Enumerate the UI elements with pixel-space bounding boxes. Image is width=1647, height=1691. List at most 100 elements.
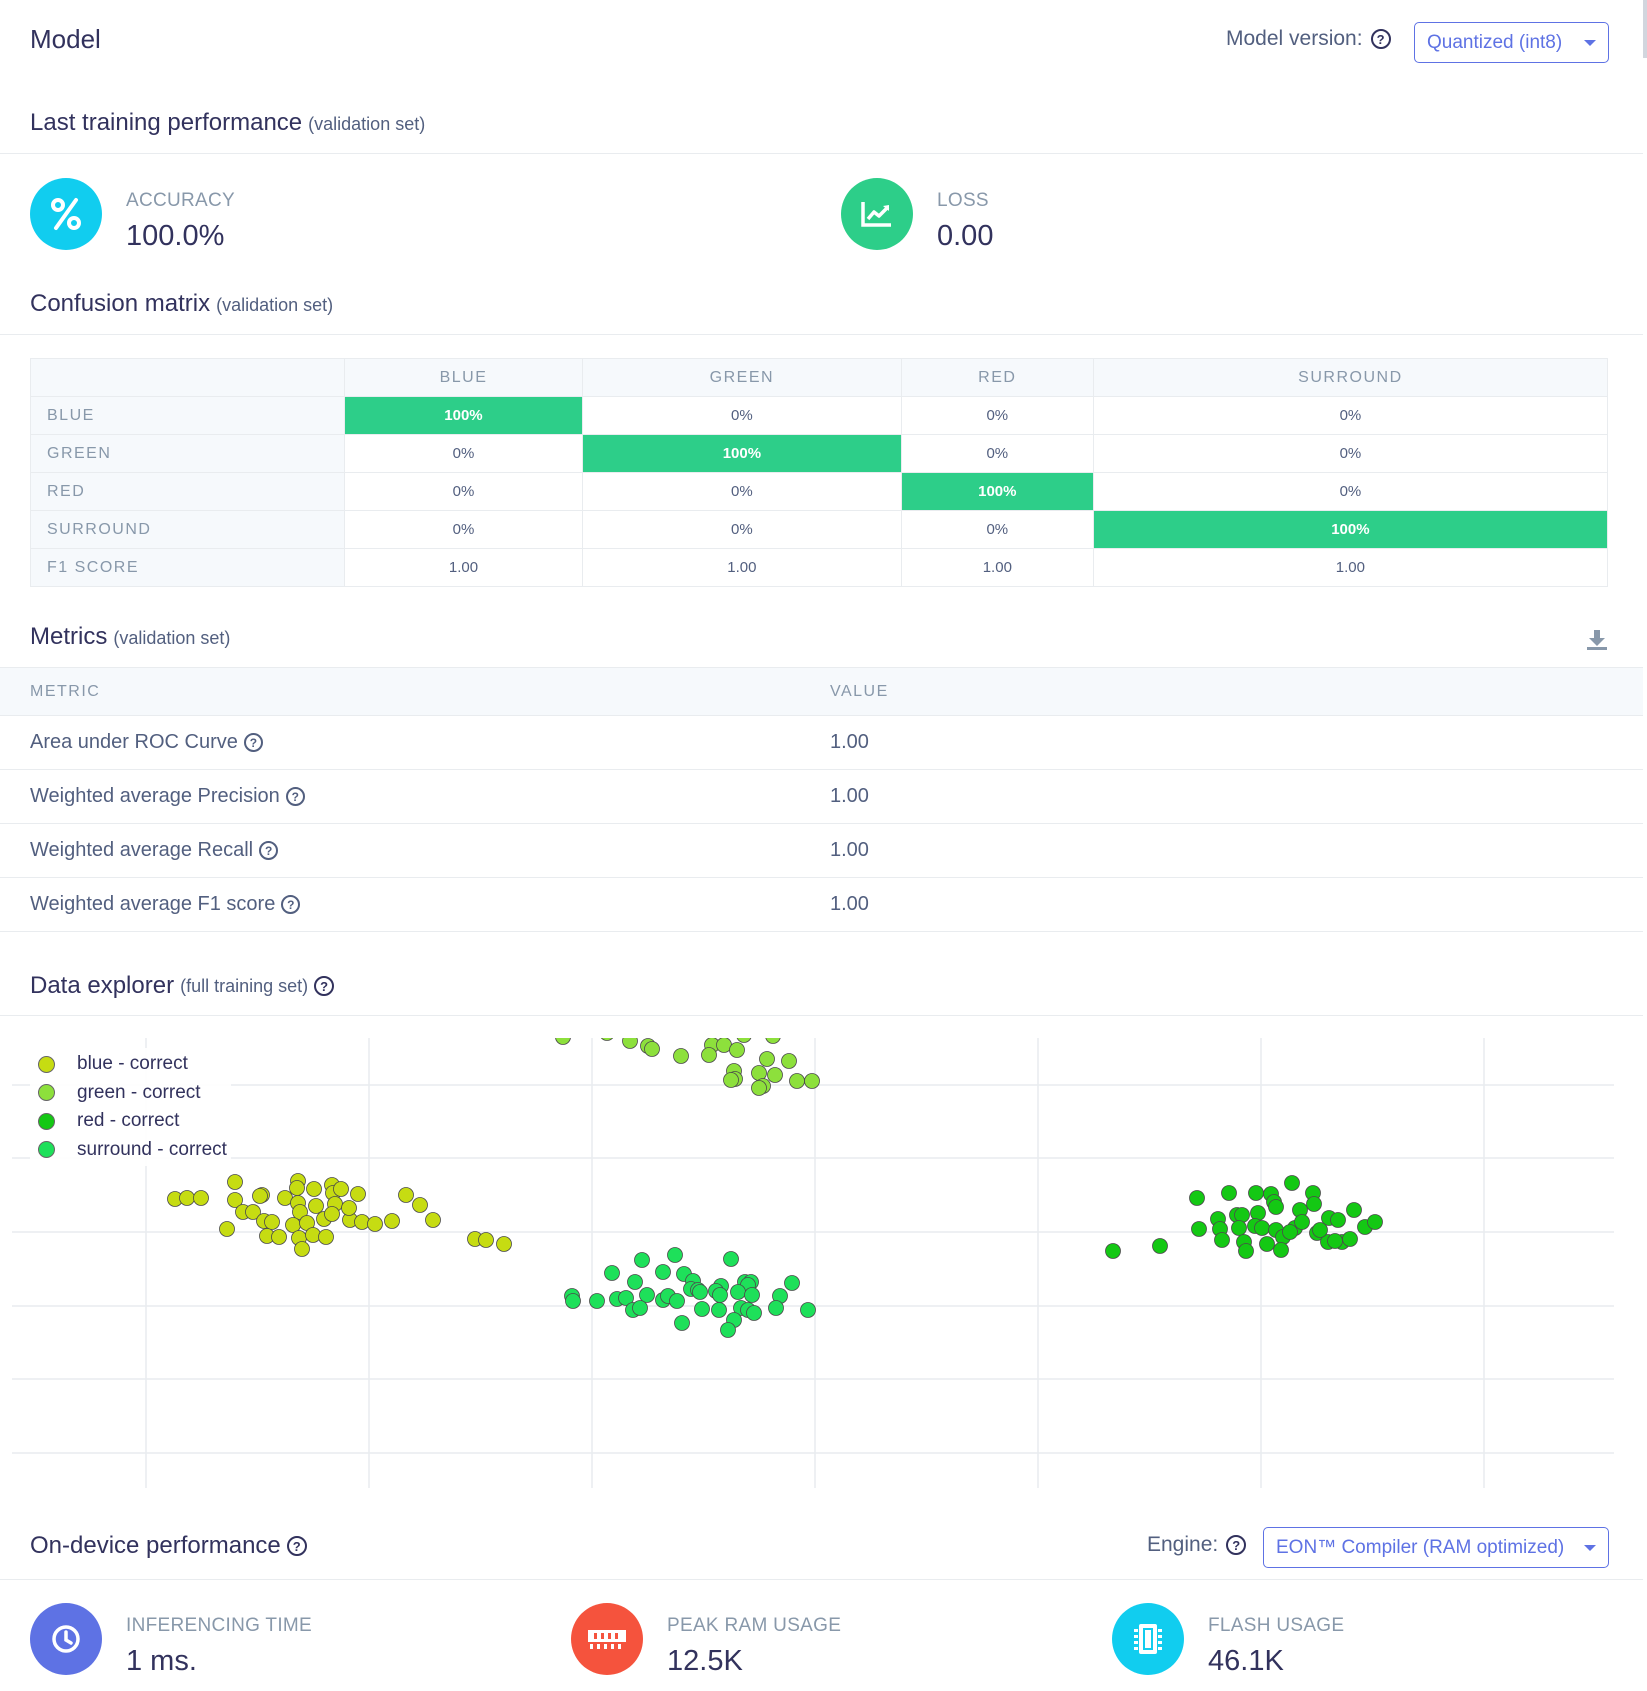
scatter-point[interactable] [759,1051,775,1067]
scatter-point[interactable] [1330,1212,1346,1228]
scatter-point[interactable] [746,1305,762,1321]
scatter-point[interactable] [306,1181,322,1197]
scatter-point[interactable] [667,1247,683,1263]
model-version-select[interactable]: Quantized (int8) [1414,22,1609,63]
scatter-point[interactable] [673,1048,689,1064]
scatter-point[interactable] [308,1198,324,1214]
help-icon[interactable]: ? [243,733,263,752]
scatter-point[interactable] [1342,1231,1358,1247]
scatter-point[interactable] [720,1322,736,1338]
scatter-point[interactable] [1152,1238,1168,1254]
scatter-point[interactable] [425,1212,441,1228]
scatter-point[interactable] [496,1236,512,1252]
scatter-point[interactable] [712,1287,728,1303]
scatter-point[interactable] [1259,1236,1275,1252]
scatter-point[interactable] [1105,1243,1121,1259]
scatter-point[interactable] [804,1073,820,1089]
scatter-point[interactable] [784,1275,800,1291]
scatter-point[interactable] [711,1302,727,1318]
scatter-point[interactable] [412,1197,428,1213]
scatter-point[interactable] [333,1181,349,1197]
scatter-point[interactable] [723,1072,739,1088]
scatter-point[interactable] [600,1038,615,1041]
scatter-point[interactable] [193,1190,209,1206]
legend-item[interactable]: green - correct [34,1079,227,1108]
scatter-point[interactable] [701,1047,717,1063]
help-icon[interactable]: ? [281,895,301,914]
scatter-point[interactable] [768,1300,784,1316]
scatter-point[interactable] [227,1174,243,1190]
scatter-point[interactable] [324,1206,340,1222]
scatter-point[interactable] [1221,1185,1237,1201]
scatter-point[interactable] [800,1302,816,1318]
scatter-point[interactable] [723,1251,739,1267]
scatter-point[interactable] [1346,1202,1362,1218]
scatter-point[interactable] [632,1300,648,1316]
scatter-point[interactable] [1254,1220,1270,1236]
scatter-point[interactable] [384,1213,400,1229]
scatter-point[interactable] [1327,1233,1343,1249]
scatter-point[interactable] [634,1252,650,1268]
legend-item[interactable]: red - correct [34,1107,227,1136]
scatter-point[interactable] [219,1221,235,1237]
scatter-point[interactable] [1312,1222,1328,1238]
scatter-point[interactable] [789,1073,805,1089]
scatter-point[interactable] [1191,1221,1207,1237]
scatter-point[interactable] [252,1188,268,1204]
scatter-point[interactable] [736,1038,752,1043]
scatter-point[interactable] [1231,1220,1247,1236]
scatter-point[interactable] [289,1180,305,1196]
scatter-point[interactable] [1234,1207,1250,1223]
help-icon[interactable]: ? [1226,1535,1247,1555]
legend-item[interactable]: blue - correct [34,1050,227,1079]
scatter-point[interactable] [751,1080,767,1096]
scatter-point[interactable] [565,1293,581,1309]
scatter-point[interactable] [639,1287,655,1303]
scatter-point[interactable] [1268,1199,1284,1215]
scatter-point[interactable] [644,1041,660,1057]
scatter-point[interactable] [765,1038,781,1044]
scatter-point[interactable] [1238,1243,1254,1259]
scatter-point[interactable] [744,1287,760,1303]
help-icon[interactable]: ? [259,841,279,860]
scatter-point[interactable] [1306,1196,1322,1212]
scatter-point[interactable] [622,1038,638,1049]
scatter-point[interactable] [694,1301,710,1317]
engine-select[interactable]: EON™ Compiler (RAM optimized) [1263,1527,1609,1568]
help-icon[interactable]: ? [286,1536,307,1556]
scatter-point[interactable] [729,1042,745,1058]
scatter-point[interactable] [1284,1175,1300,1191]
scatter-point[interactable] [305,1227,321,1243]
scatter-point[interactable] [1294,1214,1310,1230]
scatter-point[interactable] [350,1186,366,1202]
scatter-point[interactable] [179,1190,195,1206]
scatter-point[interactable] [555,1038,571,1045]
legend-item[interactable]: surround - correct [34,1136,227,1165]
scatter-point[interactable] [692,1284,708,1300]
scatter-point[interactable] [398,1187,414,1203]
scatter-point[interactable] [655,1264,671,1280]
help-icon[interactable]: ? [1370,29,1391,49]
scatter-point[interactable] [1189,1190,1205,1206]
scatter-point[interactable] [730,1284,746,1300]
scatter-point[interactable] [294,1241,310,1257]
scatter-point[interactable] [1248,1185,1264,1201]
scatter-point[interactable] [781,1053,797,1069]
scatter-point[interactable] [367,1216,383,1232]
scatter-point[interactable] [1214,1232,1230,1248]
scatter-point[interactable] [1273,1242,1289,1258]
scatter-point[interactable] [478,1232,494,1248]
help-icon[interactable]: ? [285,787,305,806]
scatter-point[interactable] [227,1192,243,1208]
download-icon[interactable] [1586,629,1608,651]
scatter-point[interactable] [589,1293,605,1309]
help-icon[interactable]: ? [314,976,335,996]
scatter-point[interactable] [341,1200,357,1216]
scatter-point[interactable] [318,1229,334,1245]
scatter-point[interactable] [354,1214,370,1230]
scatter-point[interactable] [767,1067,783,1083]
scatter-point[interactable] [1250,1205,1266,1221]
scatter-point[interactable] [627,1274,643,1290]
data-explorer-plot[interactable] [12,1038,1632,1488]
scatter-point[interactable] [669,1293,685,1309]
